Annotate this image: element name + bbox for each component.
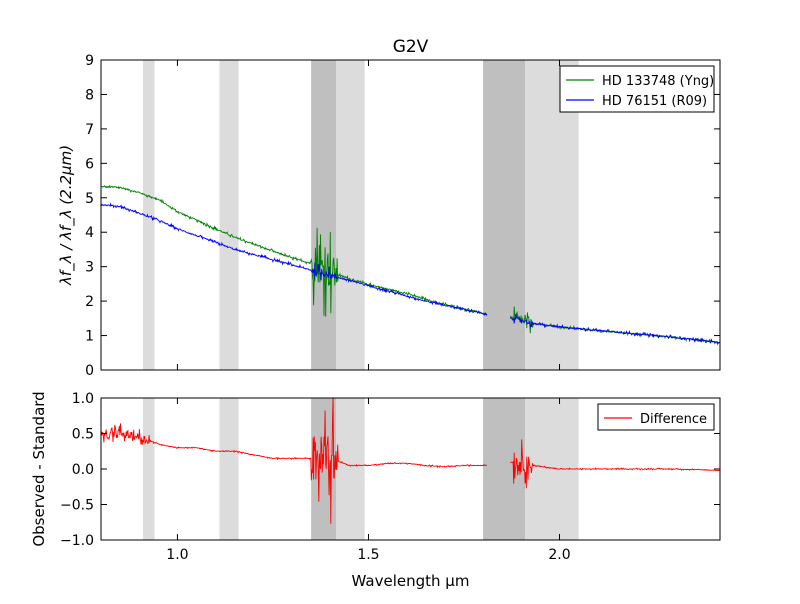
- shaded-band-2: [311, 398, 336, 540]
- shaded-band-0: [143, 398, 155, 540]
- y-tick-label: −0.5: [60, 498, 94, 514]
- bottom-legend: Difference: [597, 403, 715, 431]
- shaded-band-3: [335, 60, 365, 370]
- y-tick-label: 0: [85, 363, 94, 379]
- y-tick-label: 4: [85, 225, 94, 241]
- shaded-band-0: [143, 60, 155, 370]
- shaded-band-1: [219, 398, 239, 540]
- y-tick-label: 0.0: [72, 462, 94, 478]
- y-tick-label: 2: [85, 294, 94, 310]
- series-line-hd-76151-r09-: [101, 202, 720, 346]
- y-tick-label: 1.0: [72, 391, 94, 407]
- bottom-series-group: [101, 398, 720, 524]
- top-y-axis-label: λf_λ / λf_λ (2.2μm): [57, 145, 76, 286]
- x-tick-label: 1.0: [166, 547, 188, 563]
- shaded-band-2: [311, 60, 336, 370]
- y-tick-label: 0.5: [72, 427, 94, 443]
- x-axis-label: Wavelength μm: [352, 572, 470, 590]
- y-tick-label: 5: [85, 191, 94, 207]
- shaded-band-1: [219, 60, 239, 370]
- top-panel: 0 1 2 3 4 5 6 7 8 9 G2V λf_λ / λf_λ (2.2μm) HD 13…: [57, 37, 721, 379]
- top-plot-frame: [100, 59, 721, 371]
- y-tick-label: 7: [85, 122, 94, 138]
- shaded-band-3: [335, 398, 365, 540]
- y-tick-label: 3: [85, 260, 94, 276]
- legend-label: Difference: [640, 412, 707, 427]
- x-tick-label: 1.5: [357, 547, 379, 563]
- y-tick-label: 8: [85, 87, 94, 103]
- bottom-panel: −1.0 −0.5 0.0 0.5 1.0 1.0 1.5 2.0 Observed - St…: [30, 391, 721, 590]
- series-line-hd-133748-yng-: [101, 184, 720, 345]
- series-line-difference: [101, 398, 720, 524]
- top-legend: HD 133748 (Yng) HD 76151 (R09): [559, 65, 715, 113]
- top-shaded-bands: [143, 60, 579, 370]
- legend-box: [597, 403, 715, 431]
- shaded-band-4: [483, 60, 526, 370]
- legend-label: HD 76151 (R09): [602, 94, 707, 109]
- y-tick-label: 1: [85, 329, 94, 345]
- y-tick-label: −1.0: [60, 533, 94, 549]
- y-tick-label: 9: [85, 53, 94, 69]
- top-series-group: [101, 184, 720, 346]
- legend-label: HD 133748 (Yng): [602, 74, 714, 89]
- x-tick-label: 2.0: [548, 547, 570, 563]
- bottom-ticks: −1.0 −0.5 0.0 0.5 1.0 1.0 1.5 2.0: [60, 391, 720, 563]
- plot-title: G2V: [393, 37, 429, 57]
- legend-box: [559, 65, 715, 113]
- bottom-y-axis-label: Observed - Standard: [30, 391, 48, 546]
- top-ticks: 0 1 2 3 4 5 6 7 8 9: [85, 53, 720, 379]
- y-tick-label: 6: [85, 156, 94, 172]
